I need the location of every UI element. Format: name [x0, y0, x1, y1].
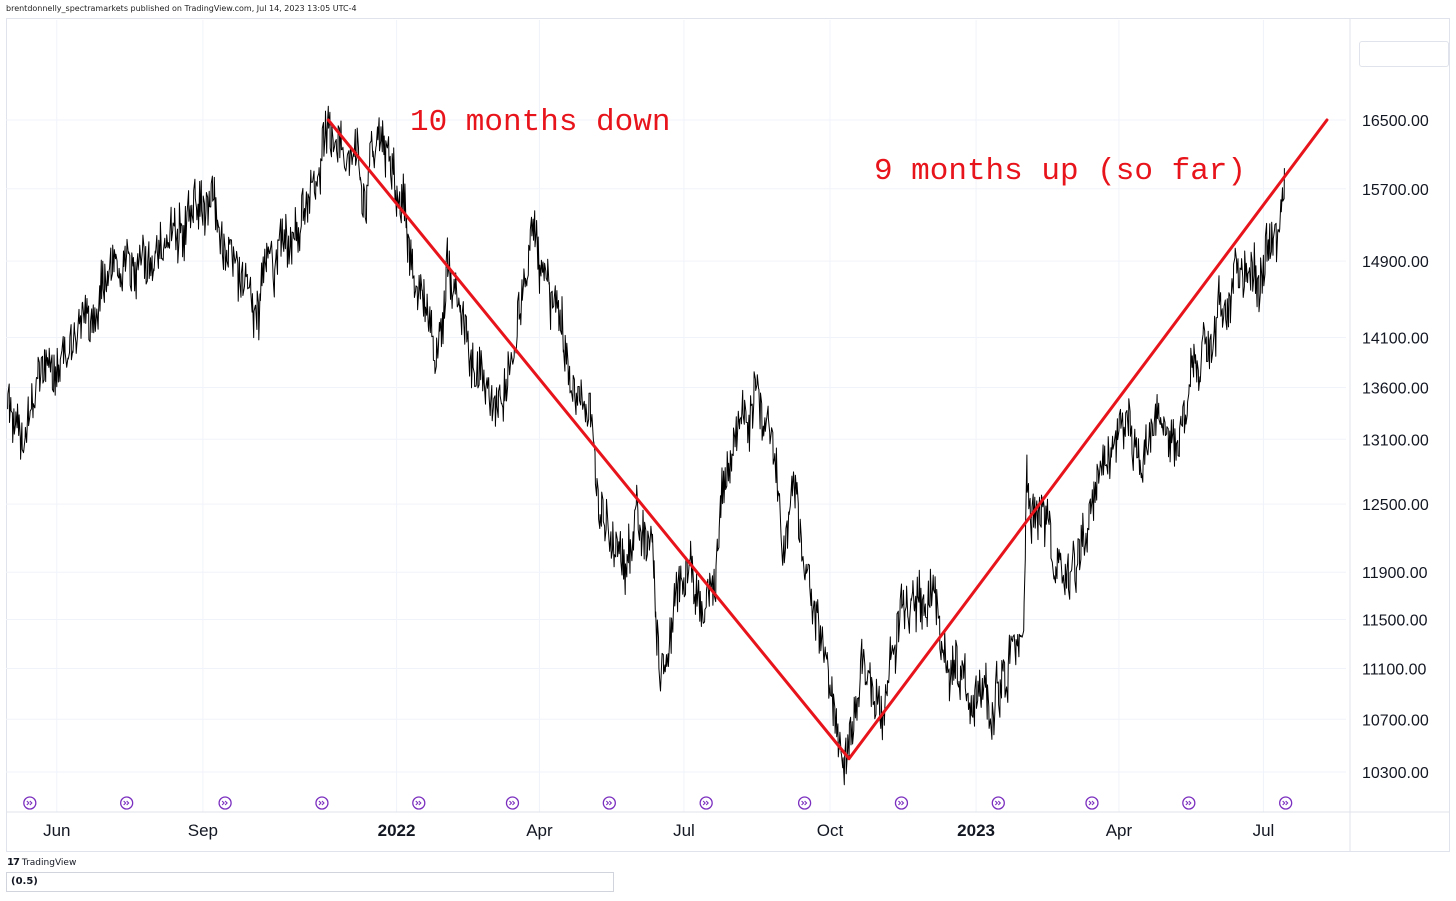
event-marker-icon[interactable] [23, 796, 37, 810]
grid-layer [6, 20, 1346, 812]
y-tick-label: 11100.00 [1362, 662, 1426, 679]
bottom-ruler: (0.5) [6, 872, 614, 892]
y-tick-label: 13600.00 [1362, 380, 1429, 397]
tradingview-logo[interactable]: 17 TradingView [7, 857, 76, 868]
trendline [326, 118, 851, 761]
y-tick-label: 16500.00 [1362, 113, 1429, 130]
x-tick-label: 2022 [378, 821, 416, 840]
y-tick-label: 14100.00 [1362, 330, 1429, 347]
event-marker-icon[interactable] [699, 796, 713, 810]
event-marker-icon[interactable] [315, 796, 329, 810]
x-tick-label: Apr [526, 821, 553, 840]
event-marker-icon[interactable] [894, 796, 909, 810]
event-marker-icon[interactable] [1279, 796, 1293, 810]
y-tick-label: 11500.00 [1362, 613, 1428, 630]
event-marker-icon[interactable] [412, 796, 426, 810]
trendline-layer [326, 118, 1329, 761]
y-tick-label: 10300.00 [1362, 765, 1429, 782]
y-axis[interactable]: 16500.00 15700.00 14900.00 14100.00 13600.00… [1349, 18, 1429, 852]
x-tick-label: Oct [817, 821, 844, 840]
price-series-line [7, 105, 1285, 786]
event-markers [23, 796, 1293, 810]
event-marker-icon[interactable] [797, 796, 812, 810]
x-axis[interactable]: Jun Sep 2022 Apr Jul Oct 2023 Apr Jul [6, 811, 1450, 840]
trend-annotation: 9 months up (so far) [874, 154, 1246, 189]
chart-frame[interactable] [6, 18, 1450, 852]
y-tick-label: 12500.00 [1362, 497, 1429, 514]
x-tick-label: Jun [43, 821, 70, 840]
trendline [847, 118, 1329, 761]
attribution-text: brentdonnelly_spectramarkets published o… [6, 4, 357, 13]
annotation-layer: 10 months down 9 months up (so far) [410, 105, 1246, 189]
tradingview-logo-icon: 17 [7, 857, 20, 868]
y-tick-label: 15700.00 [1362, 182, 1429, 199]
x-tick-label: 2023 [957, 821, 995, 840]
event-marker-icon[interactable] [218, 796, 232, 810]
event-marker-icon[interactable] [505, 796, 520, 810]
y-tick-label: 11900.00 [1362, 565, 1428, 582]
event-marker-icon[interactable] [602, 796, 616, 810]
event-marker-icon[interactable] [1182, 796, 1196, 810]
x-tick-label: Sep [188, 821, 218, 840]
chart-corner-box[interactable] [1359, 41, 1449, 67]
bottom-value: (0.5) [11, 876, 38, 887]
brand-name: TradingView [21, 857, 77, 868]
y-tick-label: 10700.00 [1362, 712, 1429, 729]
event-marker-icon[interactable] [120, 796, 134, 810]
trend-annotation: 10 months down [410, 105, 670, 140]
x-tick-label: Jul [673, 821, 695, 840]
event-marker-icon[interactable] [1085, 796, 1099, 810]
x-tick-label: Apr [1106, 821, 1133, 840]
x-tick-label: Jul [1253, 821, 1275, 840]
y-tick-label: 14900.00 [1362, 254, 1429, 271]
event-marker-icon[interactable] [991, 796, 1005, 810]
price-layer [7, 105, 1285, 786]
y-tick-label: 13100.00 [1362, 432, 1429, 449]
